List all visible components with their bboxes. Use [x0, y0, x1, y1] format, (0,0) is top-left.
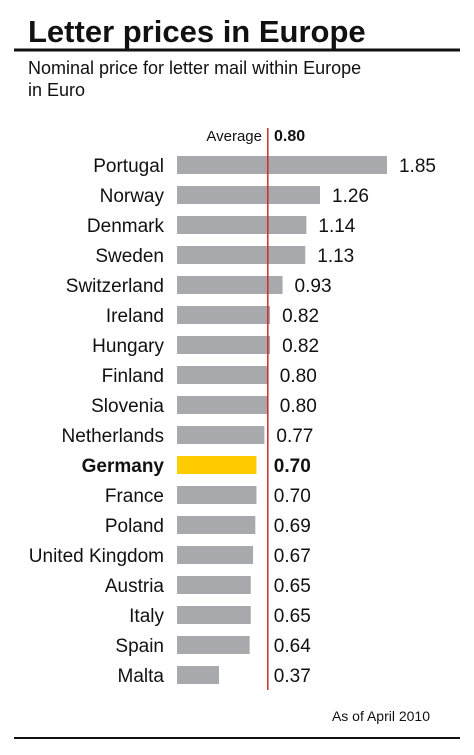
category-label: Austria	[105, 576, 165, 597]
average-label: Average	[206, 128, 262, 145]
chart-subtitle-line-1: Nominal price for letter mail within Eur…	[28, 58, 361, 78]
chart-subtitle-line-2: in Euro	[28, 80, 85, 100]
bar-switzerland	[177, 276, 283, 294]
chart-title: Letter prices in Europe	[28, 14, 366, 49]
value-label: 1.26	[332, 186, 369, 207]
category-label: Finland	[102, 366, 164, 387]
value-label: 0.82	[282, 306, 319, 327]
value-labels: 1.85 1.26 1.14 1.13 0.93 0.82 0.82 0.80 0.80 0.77…	[274, 156, 436, 687]
category-label: Denmark	[87, 216, 165, 237]
bar-spain	[177, 636, 250, 654]
category-label: Spain	[115, 636, 164, 657]
bar-malta	[177, 666, 219, 684]
category-label: Hungary	[92, 336, 164, 357]
value-label: 0.69	[274, 516, 311, 537]
category-label: Portugal	[93, 156, 164, 177]
bar-hungary	[177, 336, 271, 354]
category-label: United Kingdom	[29, 546, 164, 567]
value-label: 0.65	[274, 576, 311, 597]
category-label: Italy	[129, 606, 164, 627]
value-label: 0.64	[274, 636, 311, 657]
value-label: 0.77	[276, 426, 313, 447]
date-note: As of April 2010	[332, 708, 430, 724]
bar-united-kingdom	[177, 546, 254, 564]
bar-norway	[177, 186, 321, 204]
average-value: 0.80	[274, 128, 305, 145]
value-label: 0.70	[274, 486, 311, 507]
average-header: Average 0.80	[206, 128, 305, 145]
value-label: 0.80	[280, 396, 317, 417]
bar-netherlands	[177, 426, 265, 444]
bar-germany	[177, 456, 257, 474]
value-label: 0.67	[274, 546, 311, 567]
category-label: Ireland	[106, 306, 164, 327]
value-label: 1.14	[318, 216, 355, 237]
category-labels: Portugal Norway Denmark Sweden Switzerland Ir…	[29, 156, 165, 687]
value-label: 0.93	[295, 276, 332, 297]
value-label: 1.13	[317, 246, 354, 267]
bar-ireland	[177, 306, 271, 324]
category-label: Norway	[100, 186, 165, 207]
bar-denmark	[177, 216, 307, 234]
bar-slovenia	[177, 396, 268, 414]
value-label: 0.65	[274, 606, 311, 627]
category-label: Germany	[82, 456, 165, 477]
value-label: 1.85	[399, 156, 436, 177]
category-label: Malta	[118, 666, 165, 687]
category-label: Sweden	[95, 246, 164, 267]
value-label: 0.80	[280, 366, 317, 387]
bars-group	[177, 156, 387, 684]
category-label: Poland	[105, 516, 164, 537]
bar-finland	[177, 366, 268, 384]
bar-portugal	[177, 156, 387, 174]
value-label: 0.37	[274, 666, 311, 687]
bar-poland	[177, 516, 256, 534]
category-label: France	[105, 486, 164, 507]
bar-italy	[177, 606, 251, 624]
category-label: Slovenia	[91, 396, 164, 417]
bar-france	[177, 486, 257, 504]
value-label: 0.70	[274, 456, 311, 477]
bar-austria	[177, 576, 251, 594]
value-label: 0.82	[282, 336, 319, 357]
bar-sweden	[177, 246, 306, 264]
category-label: Switzerland	[66, 276, 164, 297]
category-label: Netherlands	[62, 426, 164, 447]
